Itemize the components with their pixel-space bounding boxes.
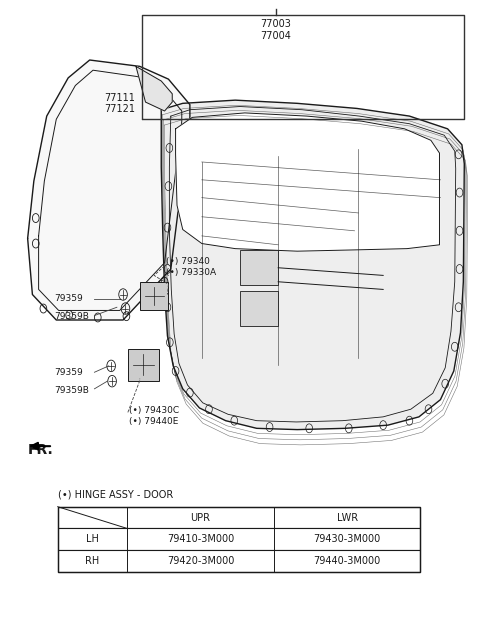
Bar	[58, 507, 420, 572]
Text: (•) 79340: (•) 79340	[166, 257, 210, 266]
Text: (•) HINGE ASSY - DOOR: (•) HINGE ASSY - DOOR	[58, 490, 173, 500]
Text: 79359B: 79359B	[54, 312, 89, 321]
Text: 79430-3M000: 79430-3M000	[313, 534, 381, 544]
Bar	[240, 250, 278, 285]
Text: 79359B: 79359B	[54, 385, 89, 395]
Polygon shape	[161, 100, 464, 429]
Text: 79359: 79359	[54, 368, 83, 377]
Bar	[58, 550, 420, 572]
Text: 79420-3M000: 79420-3M000	[167, 556, 234, 566]
Text: 79359: 79359	[54, 294, 83, 303]
Bar	[58, 507, 420, 529]
Text: 79440-3M000: 79440-3M000	[313, 556, 381, 566]
Text: RH: RH	[85, 556, 99, 566]
Text: LH: LH	[86, 534, 99, 544]
Text: FR.: FR.	[28, 443, 53, 457]
Bar	[240, 291, 278, 326]
Polygon shape	[136, 67, 172, 111]
Bar	[58, 529, 420, 550]
Bar	[140, 282, 168, 310]
Bar	[128, 349, 159, 381]
Text: (•) 79440E: (•) 79440E	[129, 417, 179, 426]
Polygon shape	[28, 60, 190, 320]
Text: (•) 79430C: (•) 79430C	[129, 406, 180, 415]
Text: 77111
77121: 77111 77121	[104, 93, 135, 114]
Text: UPR: UPR	[191, 513, 210, 522]
Text: 77003
77004: 77003 77004	[260, 19, 291, 41]
Text: (•) 79330A: (•) 79330A	[166, 268, 216, 277]
Polygon shape	[176, 113, 440, 251]
Text: LWR: LWR	[336, 513, 358, 522]
Text: 79410-3M000: 79410-3M000	[167, 534, 234, 544]
